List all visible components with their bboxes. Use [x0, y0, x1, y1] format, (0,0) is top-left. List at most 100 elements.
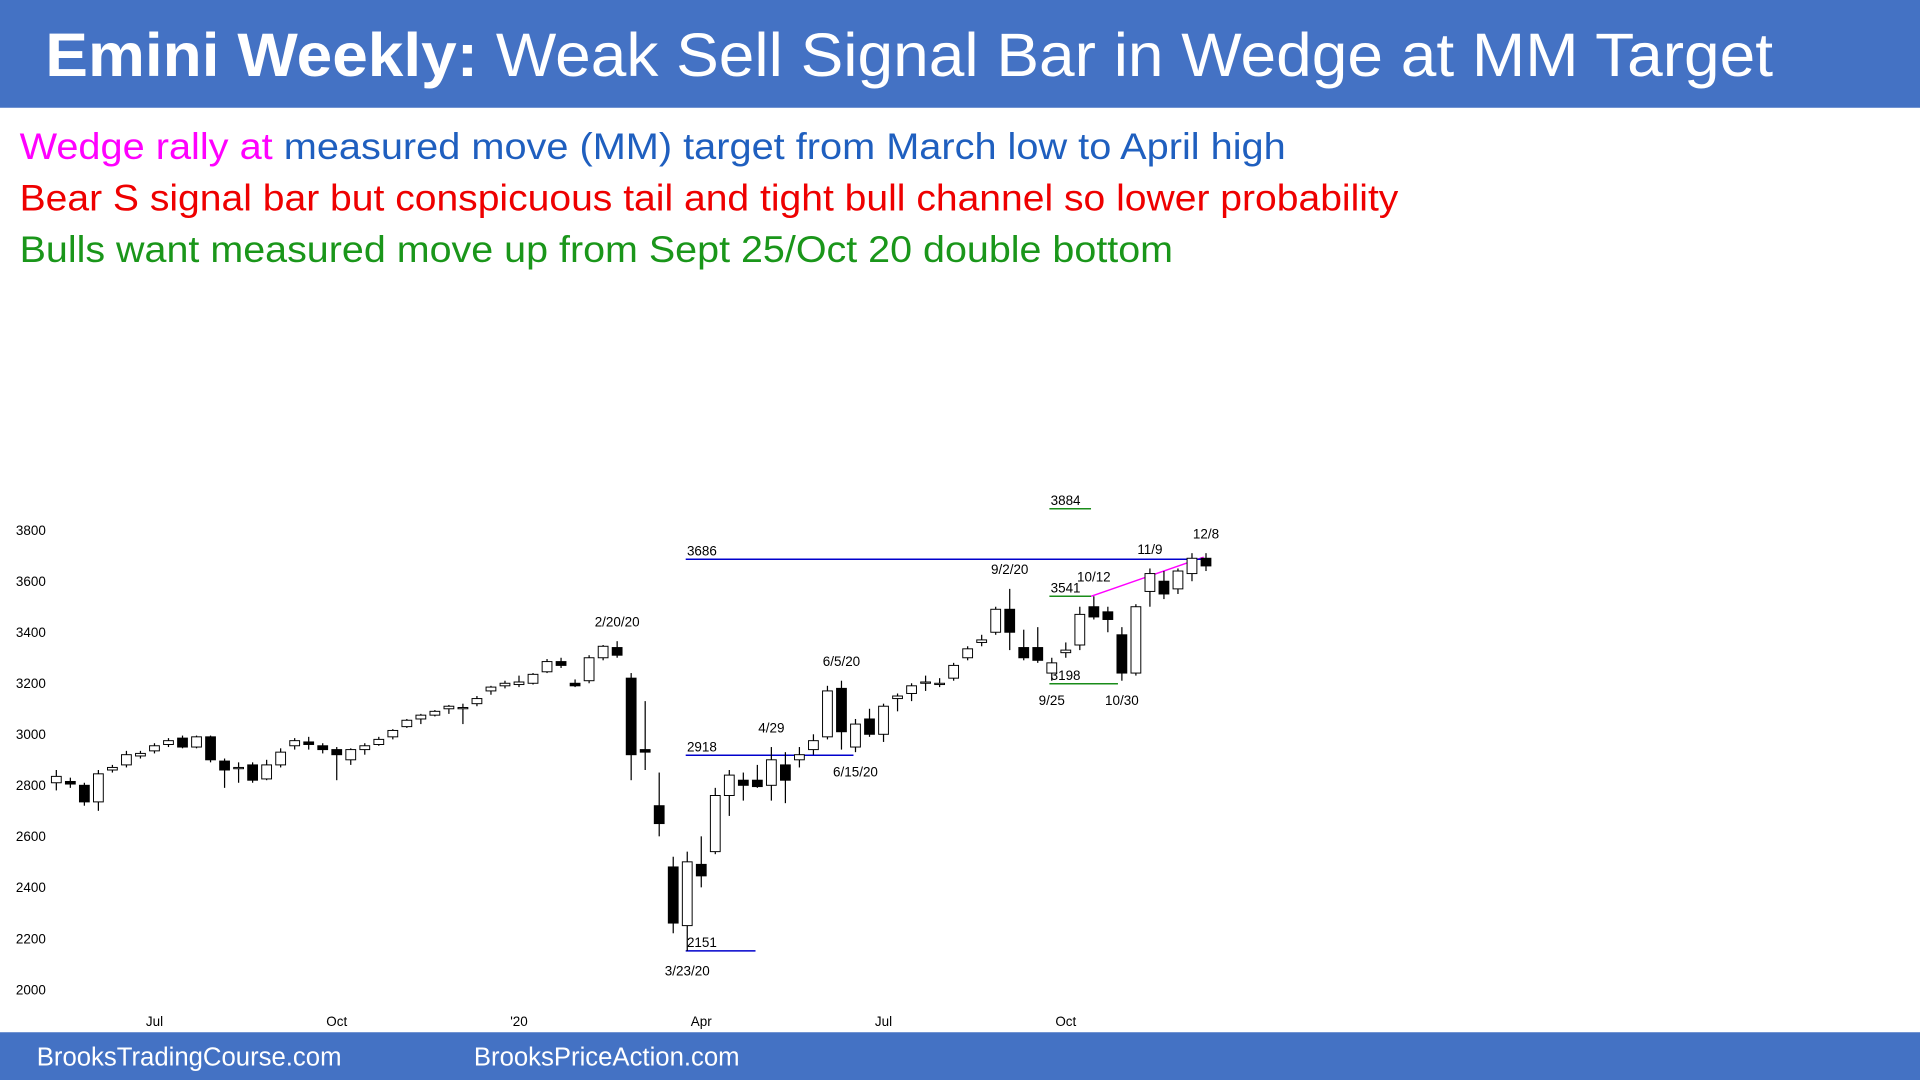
- candle-body: [1004, 608, 1016, 633]
- candle-body: [639, 749, 651, 753]
- candle-body: [962, 648, 974, 659]
- high-label: 11/9: [1137, 542, 1162, 557]
- candle-body: [878, 705, 889, 735]
- candle-body: [443, 705, 455, 710]
- candle-body: [1074, 613, 1086, 646]
- candle-body: [569, 682, 581, 687]
- level-label: 3198: [1051, 668, 1081, 683]
- y-tick-label: 3800: [16, 523, 46, 538]
- candle-body: [92, 773, 104, 803]
- candle-body: [177, 737, 188, 748]
- y-tick-label: 2400: [16, 880, 46, 895]
- candle-body: [1172, 570, 1184, 590]
- y-tick-label: 2000: [16, 982, 46, 997]
- candle-body: [948, 664, 960, 679]
- candle-body: [471, 698, 483, 705]
- candle-body: [401, 719, 413, 728]
- note-line: Bulls want measured move up from Sept 25…: [20, 229, 1173, 270]
- candle-body: [1116, 634, 1128, 674]
- x-tick-label: Jul: [875, 1014, 892, 1029]
- candle-body: [709, 795, 721, 853]
- candle-body: [205, 736, 216, 761]
- candle-body: [1186, 557, 1198, 575]
- header-bar: [0, 0, 1920, 108]
- candle-body: [387, 729, 399, 738]
- candle-body: [247, 764, 259, 781]
- low-label: 10/30: [1105, 693, 1139, 708]
- candle-body: [485, 686, 497, 692]
- candle-body: [906, 685, 917, 694]
- candle-body: [892, 695, 903, 700]
- candle-body: [1088, 606, 1100, 618]
- candle-body: [555, 661, 567, 666]
- chart: 2000 2200 2400 2600 2800 3000 3200 3400 3600 3800…: [16, 493, 1219, 1029]
- candle-body: [345, 749, 357, 761]
- note-part: measured move (MM) target from March low…: [284, 126, 1286, 167]
- candle-body: [934, 682, 945, 686]
- candle-body: [850, 723, 861, 748]
- note-line: Bear S signal bar but conspicuous tail a…: [20, 178, 1399, 219]
- candle-body: [415, 714, 427, 720]
- level-label: 2151: [687, 935, 717, 950]
- candle-body: [765, 759, 777, 786]
- candle-body: [457, 707, 469, 710]
- notes: Wedge rally at measured move (MM) target…: [20, 126, 1399, 270]
- candle-body: [864, 718, 875, 735]
- candle-body: [527, 673, 539, 684]
- candle-body: [275, 751, 287, 766]
- high-label: 12/8: [1193, 526, 1219, 541]
- candle-body: [429, 710, 441, 716]
- note-part: Wedge rally at: [20, 126, 273, 167]
- candle-body: [541, 661, 553, 673]
- candle-body: [149, 745, 160, 752]
- candle-body: [836, 687, 847, 733]
- candle-body: [317, 745, 329, 751]
- candle-body: [1200, 557, 1212, 567]
- slide-title: Emini Weekly: Weak Sell Signal Bar in We…: [45, 21, 1773, 89]
- candle-body: [808, 740, 819, 751]
- level-label: 3884: [1051, 493, 1081, 508]
- candle-body: [1060, 649, 1072, 654]
- candle-body: [78, 784, 90, 803]
- x-tick-label: Jul: [146, 1014, 163, 1029]
- y-tick-label: 2800: [16, 778, 46, 793]
- y-tick-label: 3200: [16, 676, 46, 691]
- candle-body: [751, 779, 763, 788]
- candle-body: [976, 639, 988, 643]
- candle-body: [611, 647, 623, 656]
- candle-body: [653, 805, 665, 825]
- candle-body: [121, 754, 132, 766]
- low-label: 9/25: [1039, 693, 1065, 708]
- candle-body: [1130, 606, 1142, 674]
- candle-body: [822, 690, 833, 738]
- note-part: Bear S signal bar but conspicuous tail a…: [20, 178, 1399, 219]
- candle-body: [499, 682, 511, 687]
- candle-body: [373, 738, 385, 745]
- candle-body: [359, 745, 371, 751]
- candle-body: [50, 775, 62, 784]
- candle-body: [695, 863, 707, 877]
- note-part: Bulls want measured move up from Sept 25…: [20, 229, 1173, 270]
- candle-body: [107, 766, 118, 771]
- high-label: 2/20/20: [595, 614, 640, 629]
- note-line: Wedge rally at measured move (MM) target…: [20, 126, 1286, 167]
- level-label: 3541: [1051, 581, 1081, 596]
- y-tick-label: 2600: [16, 829, 46, 844]
- candle-body: [583, 657, 595, 682]
- x-tick-label: Oct: [326, 1014, 347, 1029]
- candle-body: [163, 740, 174, 745]
- candle-body: [1102, 611, 1114, 620]
- title-rest: Weak Sell Signal Bar in Wedge at MM Targ…: [496, 21, 1773, 89]
- candle-body: [303, 741, 315, 745]
- level-label: 3686: [687, 544, 717, 559]
- high-label: 9/2/20: [991, 562, 1028, 577]
- candle-body: [780, 764, 791, 781]
- x-tick-label: Apr: [691, 1014, 712, 1029]
- high-label: 10/12: [1077, 570, 1111, 585]
- candle-body: [135, 752, 146, 757]
- title-bold: Emini Weekly:: [45, 21, 478, 89]
- x-tick-label: Oct: [1055, 1014, 1076, 1029]
- high-label: 6/5/20: [823, 654, 860, 669]
- footer-link: BrooksTradingCourse.com: [37, 1043, 342, 1071]
